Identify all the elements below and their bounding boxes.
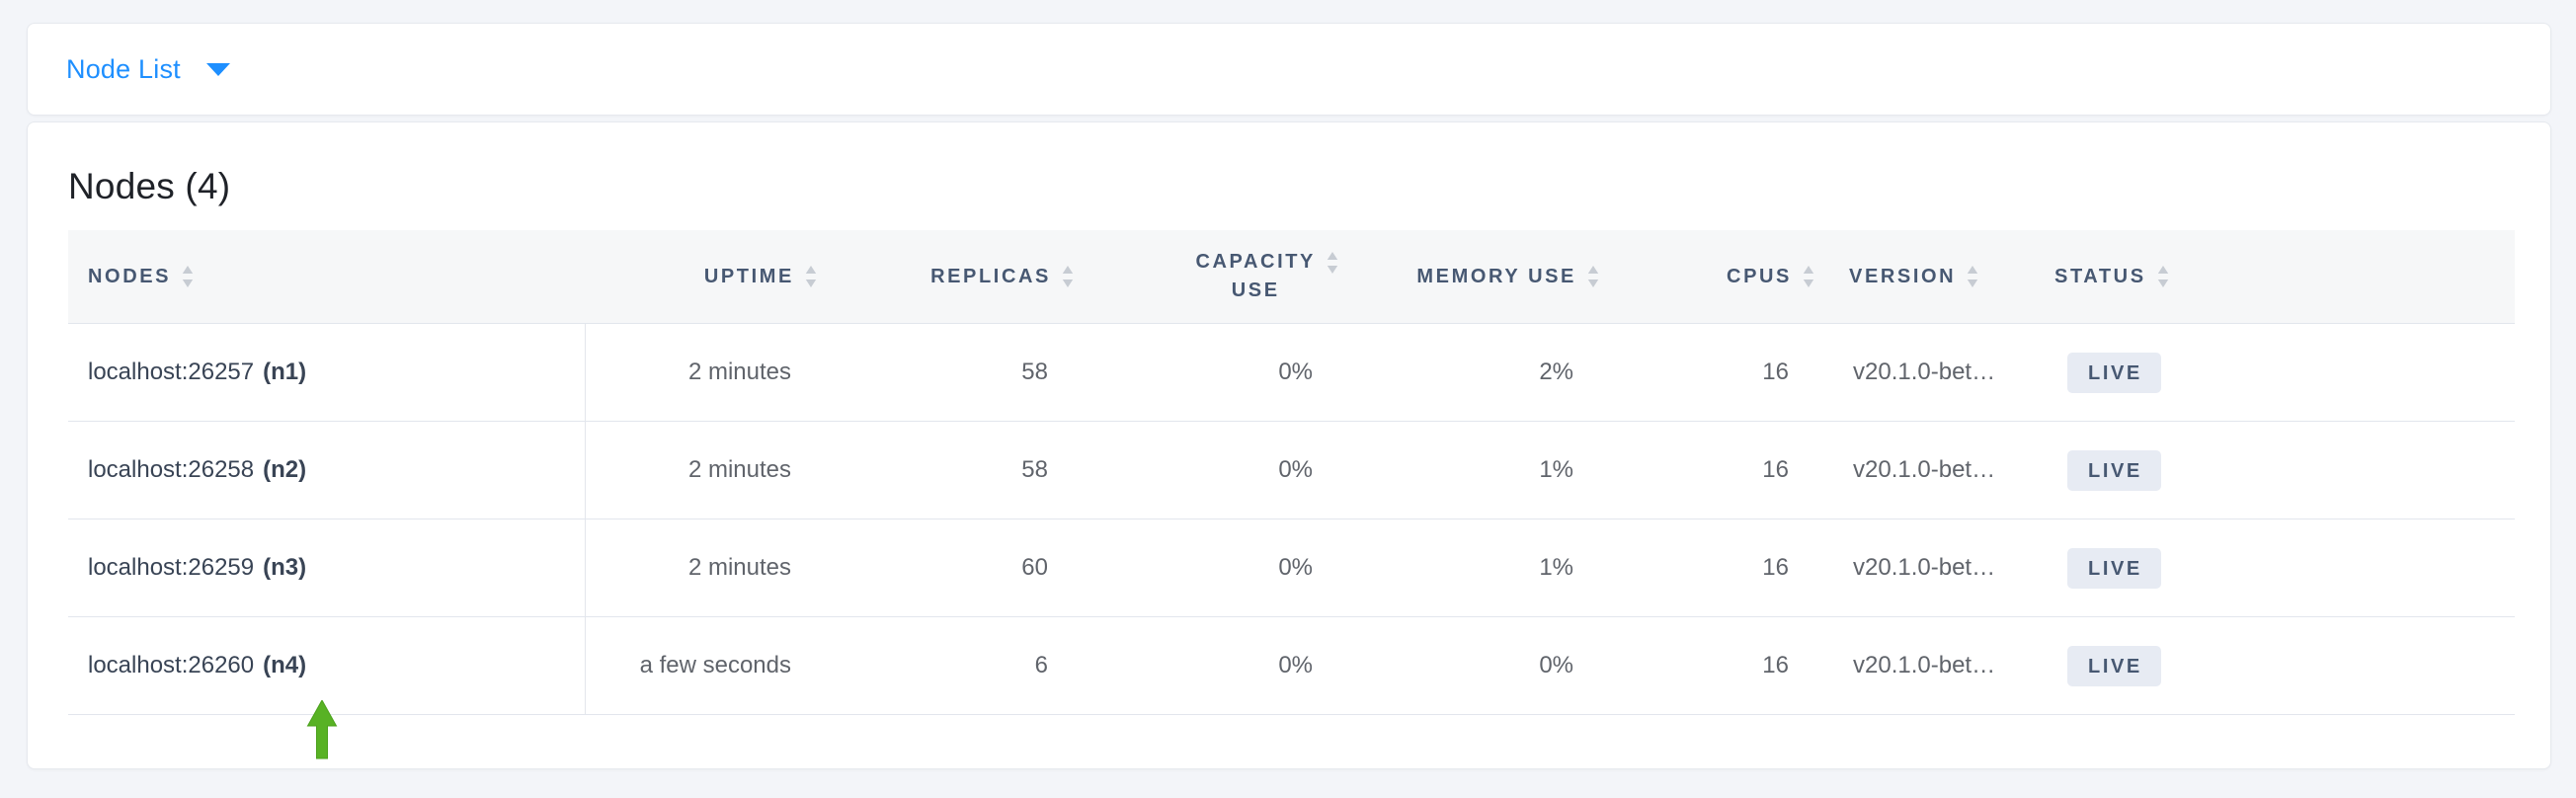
node-cell[interactable]: localhost:26260 (n4) [68, 617, 586, 714]
node-id: (n2) [263, 456, 307, 483]
column-label: CAPACITY USE [1195, 251, 1316, 301]
table-header-row: NODES UPTIME REPLICAS CAPACITY USE MEMORY… [68, 230, 2515, 324]
column-label: CPUS [1727, 265, 1792, 287]
uptime-cell: a few seconds [639, 652, 791, 678]
replicas-cell: 60 [1021, 554, 1048, 581]
sort-icon [1803, 266, 1814, 287]
column-header-status[interactable]: STATUS [2038, 230, 2515, 323]
capacity-use-cell: 0% [1278, 359, 1313, 385]
sort-icon [2157, 266, 2168, 287]
version-cell: v20.1.0-bet… [1853, 456, 1996, 483]
cpus-cell: 16 [1762, 554, 1789, 581]
status-cell: LIVE [2038, 324, 2515, 421]
status-badge: LIVE [2067, 645, 2161, 686]
table-row-n2: localhost:26258 (n2) 2 minutes 58 0% 1% … [68, 422, 2515, 519]
replicas-cell: 58 [1021, 359, 1048, 385]
chevron-down-icon [205, 62, 230, 76]
column-header-version[interactable]: VERSION [1823, 230, 2038, 323]
sort-icon [182, 266, 194, 287]
column-label: REPLICAS [930, 265, 1051, 287]
column-header-uptime[interactable]: UPTIME [586, 230, 826, 323]
replicas-cell: 58 [1021, 456, 1048, 483]
column-label: MEMORY USE [1416, 265, 1576, 287]
nodes-card: Nodes (4) NODES UPTIME REPLICAS CAPACITY… [27, 121, 2551, 769]
view-selector-card: Node List [27, 23, 2551, 116]
capacity-use-cell: 0% [1278, 554, 1313, 581]
column-header-capacity-use[interactable]: CAPACITY USE [1083, 230, 1347, 323]
node-address: localhost:26257 [88, 359, 255, 385]
memory-use-cell: 2% [1539, 359, 1573, 385]
column-header-replicas[interactable]: REPLICAS [826, 230, 1083, 323]
version-cell: v20.1.0-bet… [1853, 359, 1996, 385]
node-address: localhost:26260 [88, 652, 255, 678]
cpus-cell: 16 [1762, 359, 1789, 385]
sort-icon [1587, 266, 1599, 287]
node-address: localhost:26258 [88, 456, 255, 483]
column-label: VERSION [1849, 265, 1957, 287]
node-id: (n3) [263, 554, 307, 581]
node-address: localhost:26259 [88, 554, 255, 581]
capacity-use-cell: 0% [1278, 456, 1313, 483]
page-title: Nodes (4) [68, 166, 231, 206]
status-badge: LIVE [2067, 547, 2161, 589]
node-cell[interactable]: localhost:26259 (n3) [68, 519, 586, 616]
status-cell: LIVE [2038, 422, 2515, 519]
cpus-cell: 16 [1762, 652, 1789, 678]
view-dropdown[interactable]: Node List [66, 54, 230, 85]
status-badge: LIVE [2067, 449, 2161, 491]
memory-use-cell: 1% [1539, 456, 1573, 483]
nodes-table: NODES UPTIME REPLICAS CAPACITY USE MEMORY… [68, 230, 2515, 715]
version-cell: v20.1.0-bet… [1853, 554, 1996, 581]
column-header-nodes[interactable]: NODES [68, 230, 586, 323]
capacity-use-cell: 0% [1278, 652, 1313, 678]
status-badge: LIVE [2067, 352, 2161, 393]
table-row-n1: localhost:26257 (n1) 2 minutes 58 0% 2% … [68, 324, 2515, 422]
table-row-n4: localhost:26260 (n4) a few seconds 6 0% … [68, 617, 2515, 715]
column-header-memory-use[interactable]: MEMORY USE [1347, 230, 1608, 323]
annotation-arrow-up-icon [306, 700, 338, 759]
status-cell: LIVE [2038, 519, 2515, 616]
node-cell[interactable]: localhost:26257 (n1) [68, 324, 586, 421]
uptime-cell: 2 minutes [687, 359, 791, 385]
view-dropdown-label: Node List [66, 53, 181, 84]
column-label: STATUS [2054, 265, 2146, 287]
column-header-cpus[interactable]: CPUS [1608, 230, 1823, 323]
cpus-cell: 16 [1762, 456, 1789, 483]
uptime-cell: 2 minutes [687, 456, 791, 483]
sort-icon [1968, 266, 1978, 287]
table-row-n3: localhost:26259 (n3) 2 minutes 60 0% 1% … [68, 519, 2515, 617]
replicas-cell: 6 [1034, 652, 1048, 678]
status-cell: LIVE [2038, 617, 2515, 714]
sort-icon [1062, 266, 1074, 287]
node-id: (n4) [263, 652, 307, 678]
sort-icon [805, 266, 817, 287]
node-cell[interactable]: localhost:26258 (n2) [68, 422, 586, 519]
uptime-cell: 2 minutes [687, 554, 791, 581]
column-label: UPTIME [703, 265, 794, 287]
node-id: (n1) [263, 359, 307, 385]
memory-use-cell: 0% [1539, 652, 1573, 678]
column-label: NODES [88, 265, 172, 287]
memory-use-cell: 1% [1539, 554, 1573, 581]
sort-icon [1327, 252, 1338, 274]
version-cell: v20.1.0-bet… [1853, 652, 1996, 678]
